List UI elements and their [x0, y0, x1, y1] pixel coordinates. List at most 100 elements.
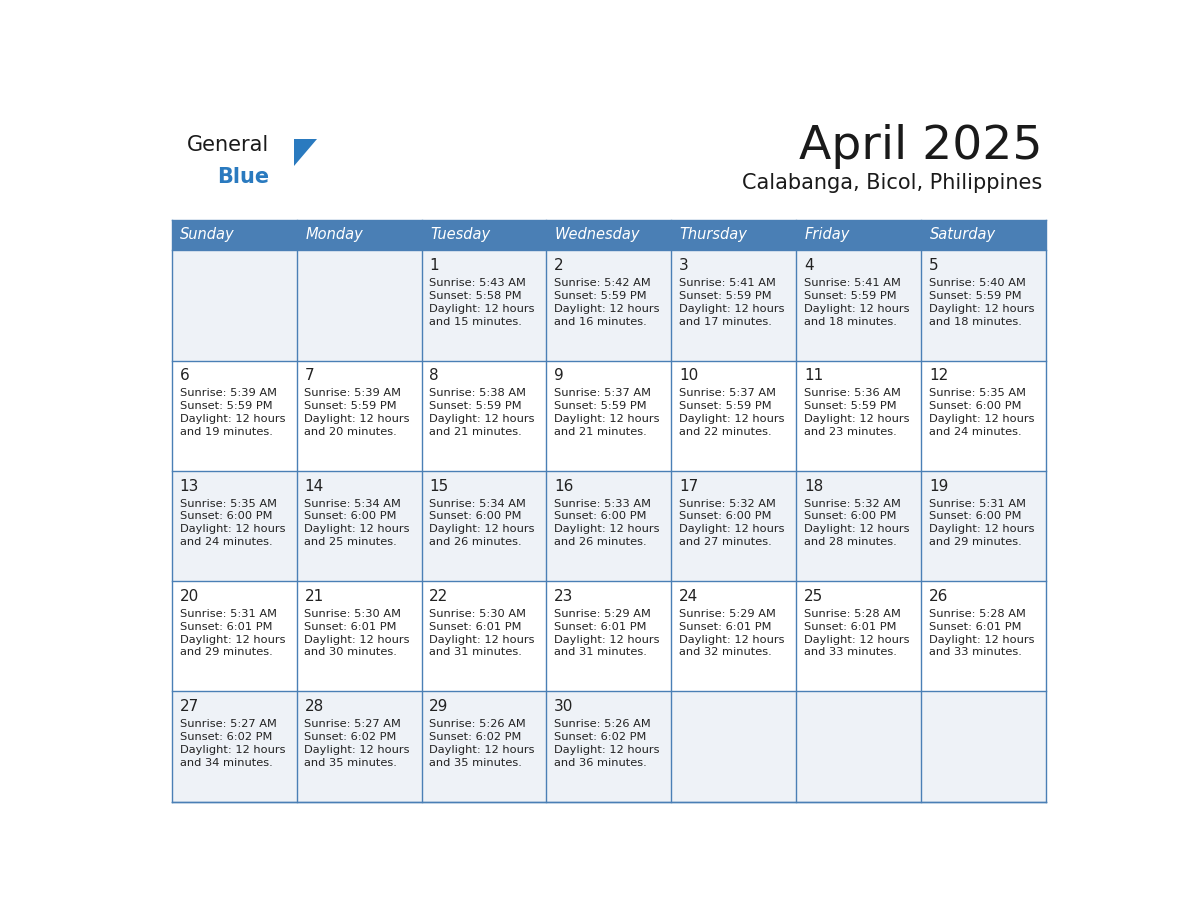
- Bar: [172, 361, 297, 471]
- Text: Sunrise: 5:43 AM: Sunrise: 5:43 AM: [429, 278, 526, 288]
- Text: Daylight: 12 hours: Daylight: 12 hours: [554, 414, 659, 424]
- Text: and 18 minutes.: and 18 minutes.: [804, 317, 897, 327]
- Text: Daylight: 12 hours: Daylight: 12 hours: [929, 414, 1035, 424]
- Text: and 26 minutes.: and 26 minutes.: [429, 537, 522, 547]
- Text: and 35 minutes.: and 35 minutes.: [429, 757, 523, 767]
- Text: Monday: Monday: [305, 228, 362, 242]
- Text: 28: 28: [304, 699, 323, 714]
- Text: Daylight: 12 hours: Daylight: 12 hours: [179, 634, 285, 644]
- Bar: [422, 251, 546, 361]
- Text: Sunset: 6:02 PM: Sunset: 6:02 PM: [429, 732, 522, 742]
- Bar: [297, 581, 422, 691]
- Text: and 18 minutes.: and 18 minutes.: [929, 317, 1022, 327]
- Text: Sunrise: 5:29 AM: Sunrise: 5:29 AM: [680, 609, 776, 619]
- Text: Sunrise: 5:34 AM: Sunrise: 5:34 AM: [304, 498, 402, 509]
- Text: 10: 10: [680, 368, 699, 383]
- Text: 4: 4: [804, 258, 814, 273]
- Text: and 32 minutes.: and 32 minutes.: [680, 647, 772, 657]
- Text: 23: 23: [554, 588, 574, 604]
- Text: Sunset: 6:02 PM: Sunset: 6:02 PM: [179, 732, 272, 742]
- Bar: [921, 361, 1045, 471]
- Text: Sunset: 6:01 PM: Sunset: 6:01 PM: [304, 621, 397, 632]
- Text: Sunrise: 5:27 AM: Sunrise: 5:27 AM: [304, 719, 402, 729]
- Bar: [546, 251, 671, 361]
- Text: 22: 22: [429, 588, 449, 604]
- Text: and 15 minutes.: and 15 minutes.: [429, 317, 523, 327]
- Text: Daylight: 12 hours: Daylight: 12 hours: [804, 304, 910, 314]
- Text: Sunset: 6:01 PM: Sunset: 6:01 PM: [680, 621, 771, 632]
- Text: Sunset: 6:00 PM: Sunset: 6:00 PM: [179, 511, 272, 521]
- Text: Daylight: 12 hours: Daylight: 12 hours: [429, 524, 535, 534]
- Text: Sunset: 5:59 PM: Sunset: 5:59 PM: [304, 401, 397, 411]
- Text: Sunset: 5:59 PM: Sunset: 5:59 PM: [680, 291, 772, 301]
- Text: 5: 5: [929, 258, 939, 273]
- Bar: [546, 691, 671, 801]
- Polygon shape: [295, 139, 317, 165]
- Text: Sunrise: 5:36 AM: Sunrise: 5:36 AM: [804, 388, 901, 398]
- Text: Friday: Friday: [804, 228, 851, 242]
- Text: Daylight: 12 hours: Daylight: 12 hours: [179, 744, 285, 755]
- Text: Daylight: 12 hours: Daylight: 12 hours: [554, 634, 659, 644]
- Text: Daylight: 12 hours: Daylight: 12 hours: [680, 414, 784, 424]
- Bar: [921, 471, 1045, 581]
- Bar: [422, 219, 546, 251]
- Text: 3: 3: [680, 258, 689, 273]
- Text: 29: 29: [429, 699, 449, 714]
- Text: Sunrise: 5:32 AM: Sunrise: 5:32 AM: [680, 498, 776, 509]
- Text: and 28 minutes.: and 28 minutes.: [804, 537, 897, 547]
- Bar: [921, 581, 1045, 691]
- Text: and 35 minutes.: and 35 minutes.: [304, 757, 397, 767]
- Text: Daylight: 12 hours: Daylight: 12 hours: [304, 524, 410, 534]
- Text: Sunrise: 5:40 AM: Sunrise: 5:40 AM: [929, 278, 1025, 288]
- Bar: [796, 691, 921, 801]
- Text: and 24 minutes.: and 24 minutes.: [179, 537, 272, 547]
- Text: Daylight: 12 hours: Daylight: 12 hours: [554, 744, 659, 755]
- Text: Sunrise: 5:39 AM: Sunrise: 5:39 AM: [304, 388, 402, 398]
- Text: 8: 8: [429, 368, 438, 383]
- Text: Sunrise: 5:37 AM: Sunrise: 5:37 AM: [680, 388, 776, 398]
- Text: Daylight: 12 hours: Daylight: 12 hours: [304, 634, 410, 644]
- Text: Sunrise: 5:35 AM: Sunrise: 5:35 AM: [179, 498, 277, 509]
- Text: 25: 25: [804, 588, 823, 604]
- Text: Blue: Blue: [216, 167, 268, 187]
- Bar: [671, 581, 796, 691]
- Text: and 31 minutes.: and 31 minutes.: [429, 647, 523, 657]
- Text: and 21 minutes.: and 21 minutes.: [429, 427, 522, 437]
- Text: Sunrise: 5:29 AM: Sunrise: 5:29 AM: [554, 609, 651, 619]
- Text: Sunrise: 5:42 AM: Sunrise: 5:42 AM: [554, 278, 651, 288]
- Bar: [297, 361, 422, 471]
- Text: Sunset: 6:00 PM: Sunset: 6:00 PM: [804, 511, 897, 521]
- Text: Sunrise: 5:26 AM: Sunrise: 5:26 AM: [429, 719, 526, 729]
- Text: and 16 minutes.: and 16 minutes.: [554, 317, 647, 327]
- Bar: [546, 219, 671, 251]
- Text: and 26 minutes.: and 26 minutes.: [554, 537, 646, 547]
- Text: Daylight: 12 hours: Daylight: 12 hours: [804, 524, 910, 534]
- Bar: [921, 219, 1045, 251]
- Text: and 27 minutes.: and 27 minutes.: [680, 537, 772, 547]
- Bar: [796, 471, 921, 581]
- Text: and 29 minutes.: and 29 minutes.: [179, 647, 272, 657]
- Text: Sunset: 5:59 PM: Sunset: 5:59 PM: [804, 401, 897, 411]
- Bar: [172, 219, 297, 251]
- Text: and 29 minutes.: and 29 minutes.: [929, 537, 1022, 547]
- Text: April 2025: April 2025: [798, 124, 1042, 169]
- Bar: [671, 471, 796, 581]
- Bar: [796, 581, 921, 691]
- Text: Sunset: 6:02 PM: Sunset: 6:02 PM: [304, 732, 397, 742]
- Text: Calabanga, Bicol, Philippines: Calabanga, Bicol, Philippines: [741, 174, 1042, 194]
- Text: Wednesday: Wednesday: [555, 228, 640, 242]
- Bar: [671, 219, 796, 251]
- Bar: [796, 251, 921, 361]
- Text: Sunrise: 5:39 AM: Sunrise: 5:39 AM: [179, 388, 277, 398]
- Text: 15: 15: [429, 478, 449, 494]
- Text: Daylight: 12 hours: Daylight: 12 hours: [554, 524, 659, 534]
- Bar: [546, 471, 671, 581]
- Text: Daylight: 12 hours: Daylight: 12 hours: [929, 634, 1035, 644]
- Text: Daylight: 12 hours: Daylight: 12 hours: [680, 524, 784, 534]
- Text: Sunset: 6:01 PM: Sunset: 6:01 PM: [554, 621, 646, 632]
- Text: Sunset: 5:58 PM: Sunset: 5:58 PM: [429, 291, 522, 301]
- Text: and 31 minutes.: and 31 minutes.: [554, 647, 647, 657]
- Text: and 21 minutes.: and 21 minutes.: [554, 427, 647, 437]
- Text: 19: 19: [929, 478, 948, 494]
- Bar: [671, 251, 796, 361]
